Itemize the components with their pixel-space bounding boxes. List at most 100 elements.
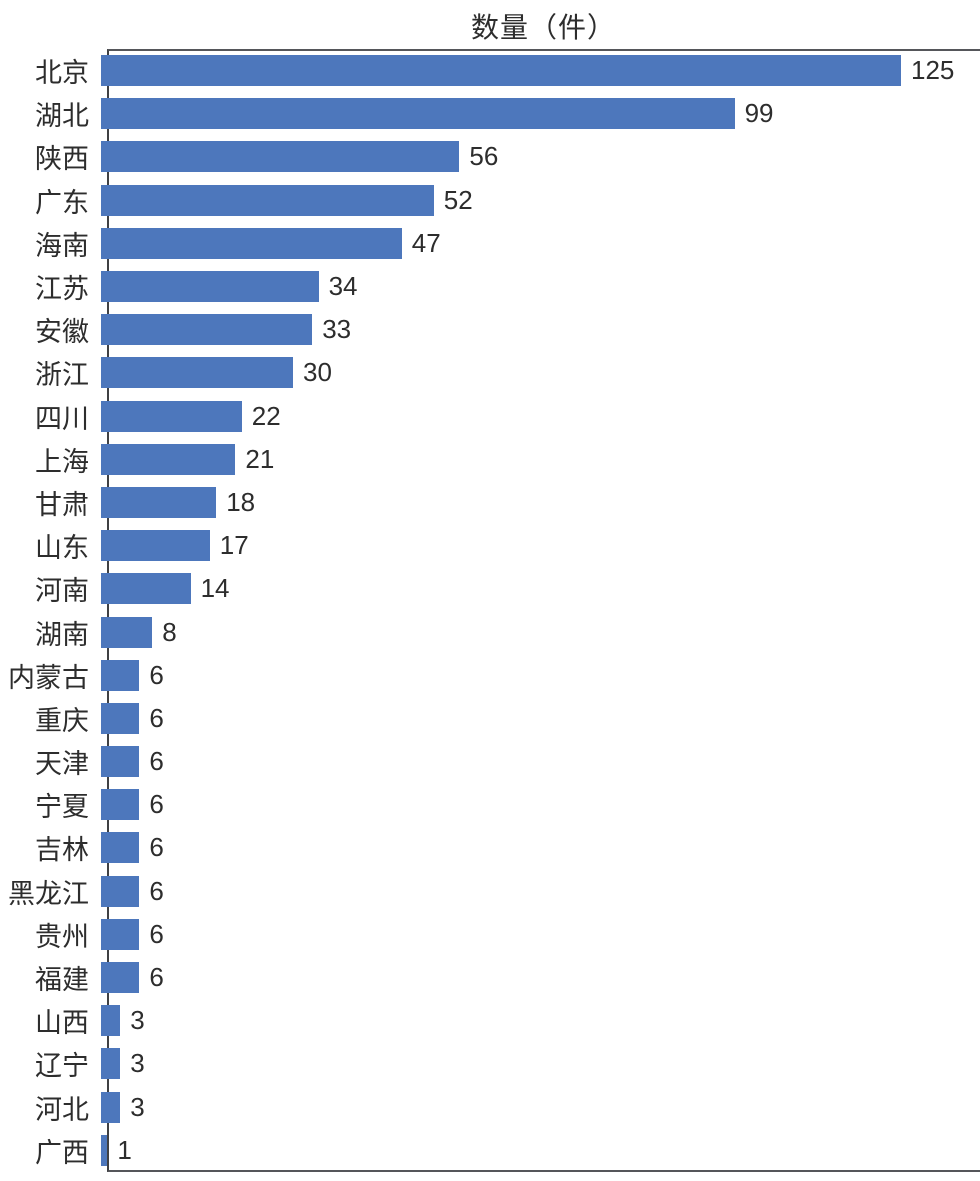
- category-label: 海南: [35, 230, 89, 261]
- bar: [101, 702, 140, 734]
- bar-track: 6: [99, 789, 980, 821]
- category-label: 湖北: [35, 101, 89, 132]
- bar-row: 湖南 8: [0, 610, 980, 653]
- bar-row: 河北 3: [0, 1086, 980, 1129]
- category-label: 重庆: [35, 705, 89, 736]
- bar: [101, 832, 140, 864]
- bar-track: 6: [99, 962, 980, 994]
- bar: [101, 400, 242, 432]
- bar-track: 8: [99, 616, 980, 648]
- bar: [101, 314, 313, 346]
- bar-row: 山西 3: [0, 999, 980, 1042]
- bar-row: 四川 22: [0, 395, 980, 438]
- bar-row: 陕西 56: [0, 135, 980, 178]
- category-label: 江苏: [35, 274, 89, 305]
- category-label: 湖南: [35, 619, 89, 650]
- bar: [101, 227, 402, 259]
- bar-row: 天津 6: [0, 740, 980, 783]
- bar-row: 重庆 6: [0, 697, 980, 740]
- category-label: 广西: [35, 1137, 89, 1168]
- category-label: 天津: [35, 749, 89, 780]
- bar-track: 14: [99, 573, 980, 605]
- value-label: 3: [130, 1005, 145, 1036]
- bar-track: 99: [99, 98, 980, 130]
- value-label: 17: [219, 530, 249, 561]
- value-label: 6: [149, 918, 164, 949]
- bar-track: 56: [99, 141, 980, 173]
- bar-track: 30: [99, 357, 980, 389]
- bar: [101, 141, 460, 173]
- bar-track: 3: [99, 1091, 980, 1123]
- bar: [101, 55, 901, 87]
- value-label: 6: [149, 702, 164, 733]
- bar: [101, 98, 735, 130]
- value-label: 125: [911, 55, 955, 86]
- bar: [101, 1134, 108, 1166]
- bar-track: 6: [99, 918, 980, 950]
- value-label: 22: [251, 400, 281, 431]
- bar-row: 吉林 6: [0, 826, 980, 869]
- bar: [101, 271, 319, 303]
- value-label: 6: [149, 789, 164, 820]
- bar-row: 宁夏 6: [0, 783, 980, 826]
- value-label: 6: [149, 962, 164, 993]
- category-label: 福建: [35, 965, 89, 996]
- bar-track: 6: [99, 659, 980, 691]
- bar-row: 安徽 33: [0, 308, 980, 351]
- bar: [101, 962, 140, 994]
- chart-title: 数量（件）: [470, 12, 616, 43]
- bar-row: 湖北 99: [0, 92, 980, 135]
- bar: [101, 357, 293, 389]
- value-label: 34: [328, 271, 358, 302]
- value-label: 33: [322, 314, 352, 345]
- bar-track: 1: [99, 1134, 980, 1166]
- bar-track: 6: [99, 832, 980, 864]
- bar-row: 江苏 34: [0, 265, 980, 308]
- category-label: 河北: [35, 1094, 89, 1125]
- category-label: 河南: [35, 576, 89, 607]
- bar-track: 6: [99, 875, 980, 907]
- value-label: 99: [744, 98, 774, 129]
- bar-track: 47: [99, 227, 980, 259]
- bar-track: 52: [99, 184, 980, 216]
- value-label: 30: [303, 357, 332, 388]
- value-label: 52: [443, 184, 473, 215]
- value-label: 21: [245, 443, 275, 474]
- bar: [101, 530, 210, 562]
- axis-frame: [107, 49, 980, 1172]
- bar-row: 福建 6: [0, 956, 980, 999]
- category-label: 辽宁: [35, 1051, 89, 1082]
- value-label: 3: [130, 1091, 145, 1122]
- category-label: 山东: [35, 533, 89, 564]
- bar-row: 辽宁 3: [0, 1042, 980, 1085]
- value-label: 8: [162, 616, 177, 647]
- bar-track: 3: [99, 1005, 980, 1037]
- value-label: 18: [226, 486, 256, 517]
- bar-row: 河南 14: [0, 567, 980, 610]
- bar-row: 上海 21: [0, 438, 980, 481]
- bar-track: 21: [99, 443, 980, 475]
- value-label: 3: [130, 1048, 145, 1079]
- bar: [101, 789, 140, 821]
- bar-row: 广东 52: [0, 179, 980, 222]
- bar-track: 3: [99, 1048, 980, 1080]
- bar-track: 34: [99, 271, 980, 303]
- bar-row: 广西 1: [0, 1129, 980, 1172]
- bar: [101, 659, 140, 691]
- category-label: 四川: [35, 403, 89, 434]
- category-label: 上海: [35, 446, 89, 477]
- bar-track: 125: [99, 55, 980, 87]
- bar-track: 6: [99, 702, 980, 734]
- bar-track: 6: [99, 746, 980, 778]
- bar-row: 贵州 6: [0, 913, 980, 956]
- category-label: 广东: [35, 187, 89, 218]
- category-label: 吉林: [35, 835, 89, 866]
- bar: [101, 918, 140, 950]
- bar: [101, 486, 217, 518]
- bar-rows: 北京 125 湖北 99 陕西 56 广东 52 海南 47 江苏 34 安徽 33 浙江 30 四川 22 上海 2…: [0, 49, 980, 1172]
- category-label: 内蒙古: [8, 662, 89, 693]
- bar: [101, 443, 236, 475]
- value-label: 6: [149, 746, 164, 777]
- bar-track: 18: [99, 486, 980, 518]
- plot-area: 北京 125 湖北 99 陕西 56 广东 52 海南 47 江苏 34 安徽 33 浙江 30 四川 22 上海 2…: [0, 49, 980, 1172]
